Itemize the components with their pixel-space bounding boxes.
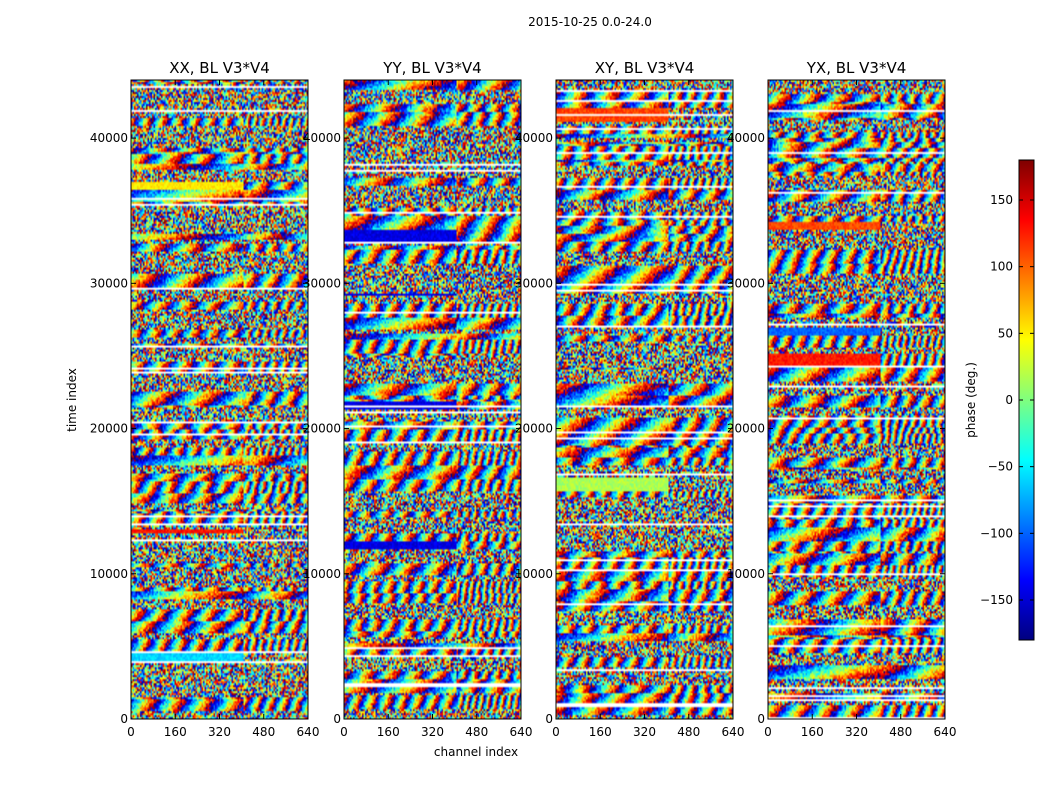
colorbar-label: phase (deg.) <box>964 362 978 438</box>
x-tick-label: 0 <box>340 725 348 739</box>
x-tick-label: 160 <box>377 725 400 739</box>
x-tick-label: 480 <box>677 725 700 739</box>
panel-title: YX, BL V3*V4 <box>806 59 907 77</box>
figure-suptitle: 2015-10-25 0.0-24.0 <box>528 15 652 29</box>
panel-1: XX, BL V3*V4 0 160 320 480 640 0 10000 20000 3000… <box>90 59 320 739</box>
panel-title: XX, BL V3*V4 <box>169 59 270 77</box>
panel-2: YY, BL V3*V4 0 160 320 480 640 0 10000 20000 3000… <box>303 59 533 739</box>
colorbar-tick-label: −100 <box>980 526 1013 540</box>
y-tick-label: 30000 <box>515 276 553 290</box>
x-tick-label: 320 <box>845 725 868 739</box>
colorbar-tick-label: 0 <box>1005 393 1013 407</box>
y-tick-label: 20000 <box>90 422 128 436</box>
colorbar-tick-label: −150 <box>980 593 1013 607</box>
panels-group: XX, BL V3*V4 0 160 320 480 640 0 10000 20000 3000… <box>90 59 957 739</box>
y-tick-label: 10000 <box>303 567 341 581</box>
x-tick-label: 640 <box>722 725 745 739</box>
y-tick-label: 0 <box>333 712 341 726</box>
y-tick-label: 20000 <box>727 422 765 436</box>
x-tick-label: 640 <box>510 725 533 739</box>
y-tick-label: 30000 <box>90 276 128 290</box>
y-tick-label: 10000 <box>515 567 553 581</box>
x-tick-label: 320 <box>208 725 231 739</box>
heatmap-raster <box>768 80 945 719</box>
panel-title: XY, BL V3*V4 <box>595 59 695 77</box>
x-tick-label: 160 <box>801 725 824 739</box>
x-tick-label: 640 <box>934 725 957 739</box>
x-tick-label: 480 <box>465 725 488 739</box>
colorbar: 150 100 50 0 −50 −100 −150 <box>980 159 1035 641</box>
x-tick-label: 160 <box>589 725 612 739</box>
y-tick-label: 0 <box>757 712 765 726</box>
colorbar-tick-label: 50 <box>998 326 1013 340</box>
x-axis-label: channel index <box>434 745 518 759</box>
x-tick-label: 320 <box>633 725 656 739</box>
panel-3: XY, BL V3*V4 0 160 320 480 640 0 10000 20000 3000… <box>515 59 745 739</box>
x-tick-label: 320 <box>421 725 444 739</box>
x-tick-label: 480 <box>889 725 912 739</box>
y-tick-label: 20000 <box>515 422 553 436</box>
x-tick-label: 0 <box>552 725 560 739</box>
y-tick-label: 40000 <box>727 131 765 145</box>
y-tick-label: 10000 <box>90 567 128 581</box>
colorbar-tick-label: 100 <box>990 260 1013 274</box>
heatmap-raster <box>344 80 521 719</box>
y-axis-label: time index <box>65 368 79 432</box>
y-tick-label: 30000 <box>303 276 341 290</box>
colorbar-tick-label: −50 <box>988 460 1013 474</box>
y-tick-label: 40000 <box>515 131 553 145</box>
x-tick-label: 0 <box>127 725 135 739</box>
y-tick-label: 20000 <box>303 422 341 436</box>
y-tick-label: 0 <box>120 712 128 726</box>
colorbar-tick-label: 150 <box>990 193 1013 207</box>
y-tick-label: 10000 <box>727 567 765 581</box>
x-tick-label: 0 <box>764 725 772 739</box>
heatmap-raster <box>131 80 308 719</box>
y-tick-label: 0 <box>545 712 553 726</box>
x-tick-label: 480 <box>252 725 275 739</box>
y-tick-label: 40000 <box>90 131 128 145</box>
heatmap-raster <box>556 80 733 719</box>
y-tick-label: 30000 <box>727 276 765 290</box>
panel-title: YY, BL V3*V4 <box>382 59 481 77</box>
y-tick-label: 40000 <box>303 131 341 145</box>
x-tick-label: 640 <box>297 725 320 739</box>
x-tick-label: 160 <box>164 725 187 739</box>
panel-4: YX, BL V3*V4 0 160 320 480 640 0 10000 20000 3000… <box>727 59 957 739</box>
